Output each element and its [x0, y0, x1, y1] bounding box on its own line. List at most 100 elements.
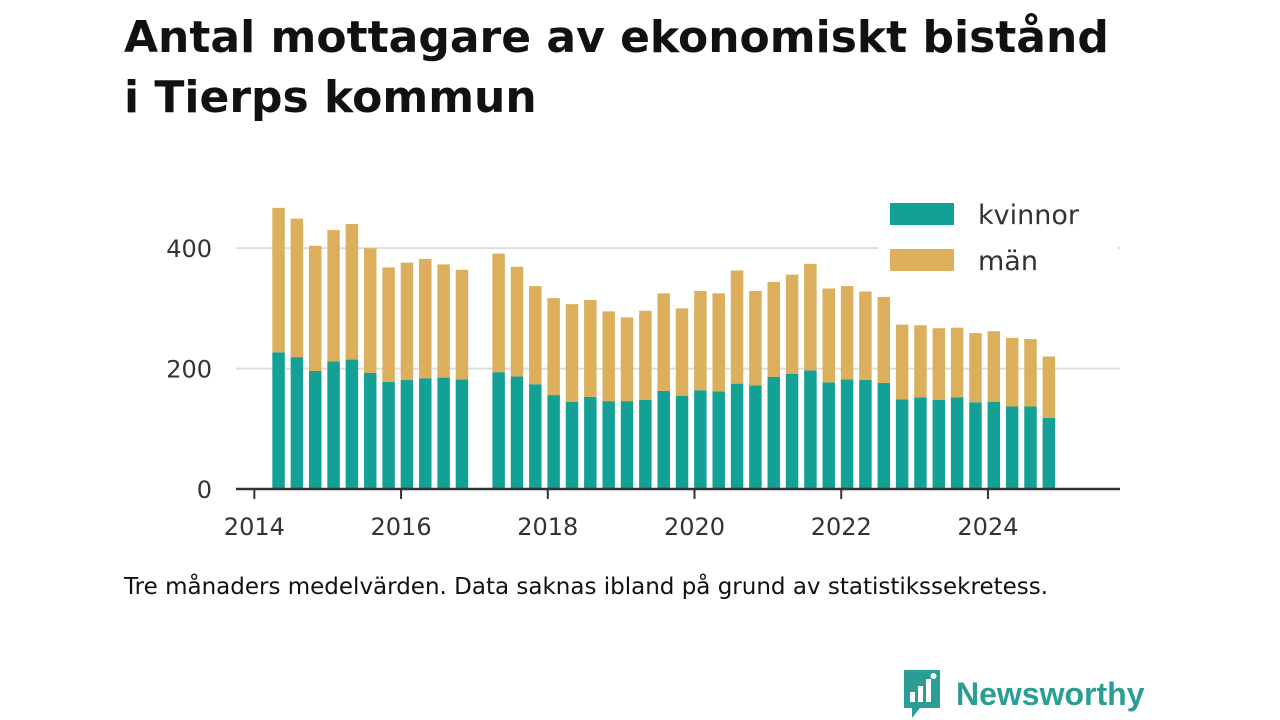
bar-man: [455, 269, 469, 380]
bar-kvinnor: [529, 384, 542, 489]
bar-man: [529, 286, 542, 385]
bar-kvinnor: [547, 395, 560, 489]
bar-kvinnor: [1042, 417, 1056, 489]
bar-man: [602, 311, 615, 402]
bar-man: [657, 293, 670, 391]
bar-man: [877, 296, 891, 384]
bar-kvinnor: [602, 401, 615, 489]
bar-kvinnor: [895, 399, 909, 489]
bar-man: [547, 298, 560, 396]
legend-swatch-man: [890, 249, 954, 271]
legend-label-kvinnor: kvinnor: [978, 200, 1080, 231]
bar-man: [584, 299, 597, 397]
bar-kvinnor: [364, 372, 377, 489]
bar-kvinnor: [308, 370, 322, 489]
bar-man: [840, 286, 854, 380]
y-tick-label: 200: [166, 356, 212, 384]
bar-kvinnor: [694, 390, 707, 489]
bar-man: [565, 304, 579, 402]
bar-man: [364, 248, 377, 373]
newsworthy-logo-icon: [904, 670, 940, 718]
bar-man: [290, 218, 304, 358]
bar-man: [308, 245, 322, 371]
bar-man: [712, 293, 725, 392]
brand-name: Newsworthy: [956, 675, 1145, 712]
bar-man: [969, 333, 982, 403]
y-tick-label: 400: [166, 235, 212, 263]
bar-kvinnor: [639, 399, 652, 489]
bar-man: [804, 263, 817, 371]
bar-kvinnor: [510, 376, 524, 489]
bar-man: [639, 310, 652, 400]
bar-man: [822, 288, 835, 383]
bar-man: [730, 270, 744, 384]
bar-man: [272, 207, 285, 353]
bar-kvinnor: [492, 372, 505, 489]
bar-kvinnor: [657, 390, 670, 489]
chart-title: Antal mottagare av ekonomiskt bistånd i …: [124, 8, 1184, 128]
bar-kvinnor: [914, 397, 927, 489]
bar-kvinnor: [730, 383, 744, 489]
bar-man: [345, 224, 359, 360]
bar-man: [327, 230, 340, 362]
bar-man: [400, 262, 414, 381]
bar-man: [437, 264, 450, 378]
bar-kvinnor: [345, 359, 359, 489]
bar-kvinnor: [749, 385, 762, 489]
bar-man: [620, 317, 634, 402]
bar-kvinnor: [1024, 406, 1037, 489]
bar-man: [950, 327, 964, 398]
newsworthy-brand: Newsworthy: [902, 668, 1144, 720]
bar-kvinnor: [584, 396, 597, 489]
bar-kvinnor: [950, 397, 964, 489]
bar-kvinnor: [987, 401, 1001, 489]
bar-man: [419, 259, 432, 379]
x-tick-label: 2020: [664, 513, 725, 541]
x-tick-label: 2014: [224, 513, 285, 541]
bar-kvinnor: [969, 402, 982, 489]
legend: kvinnor män: [878, 190, 1118, 280]
y-tick-label: 0: [197, 476, 212, 504]
bar-man: [675, 308, 689, 396]
bar-man: [492, 253, 505, 373]
bar-man: [1024, 339, 1037, 407]
bar-man: [932, 328, 946, 400]
bar-man: [1005, 337, 1019, 407]
bar-man: [785, 274, 799, 374]
bar-kvinnor: [437, 377, 450, 489]
x-axis: 2014 2016 2018 2020 2022 2024: [224, 487, 1120, 541]
legend-label-man: män: [978, 246, 1038, 277]
bar-kvinnor: [675, 395, 689, 489]
bar-kvinnor: [290, 357, 304, 489]
bar-kvinnor: [877, 383, 891, 489]
y-axis-tick-labels: 0 200 400: [166, 235, 212, 504]
legend-swatch-kvinnor: [890, 203, 954, 225]
bar-kvinnor: [565, 401, 579, 489]
bar-kvinnor: [859, 380, 872, 489]
bar-kvinnor: [272, 352, 285, 489]
bar-man: [895, 324, 909, 400]
bar-kvinnor: [932, 399, 946, 489]
bar-kvinnor: [1005, 406, 1019, 489]
bar-man: [987, 331, 1001, 402]
bars: [272, 207, 1056, 489]
bar-man: [767, 281, 780, 378]
bar-kvinnor: [327, 361, 340, 489]
bar-man: [382, 267, 395, 382]
bar-man: [694, 290, 707, 391]
bar-kvinnor: [419, 378, 432, 489]
bar-man: [510, 266, 524, 377]
bar-kvinnor: [712, 391, 725, 489]
bar-kvinnor: [382, 381, 395, 489]
x-tick-label: 2022: [811, 513, 872, 541]
bar-kvinnor: [785, 374, 799, 489]
bar-kvinnor: [840, 379, 854, 489]
bar-man: [1042, 356, 1056, 418]
chart-title-line-1: Antal mottagare av ekonomiskt bistånd: [124, 12, 1109, 63]
chart-caption: Tre månaders medelvärden. Data saknas ib…: [124, 574, 1049, 600]
bar-kvinnor: [804, 370, 817, 489]
chart-title-line-2: i Tierps kommun: [124, 72, 537, 123]
x-tick-label: 2018: [517, 513, 578, 541]
x-tick-label: 2024: [957, 513, 1018, 541]
x-tick-label: 2016: [371, 513, 432, 541]
